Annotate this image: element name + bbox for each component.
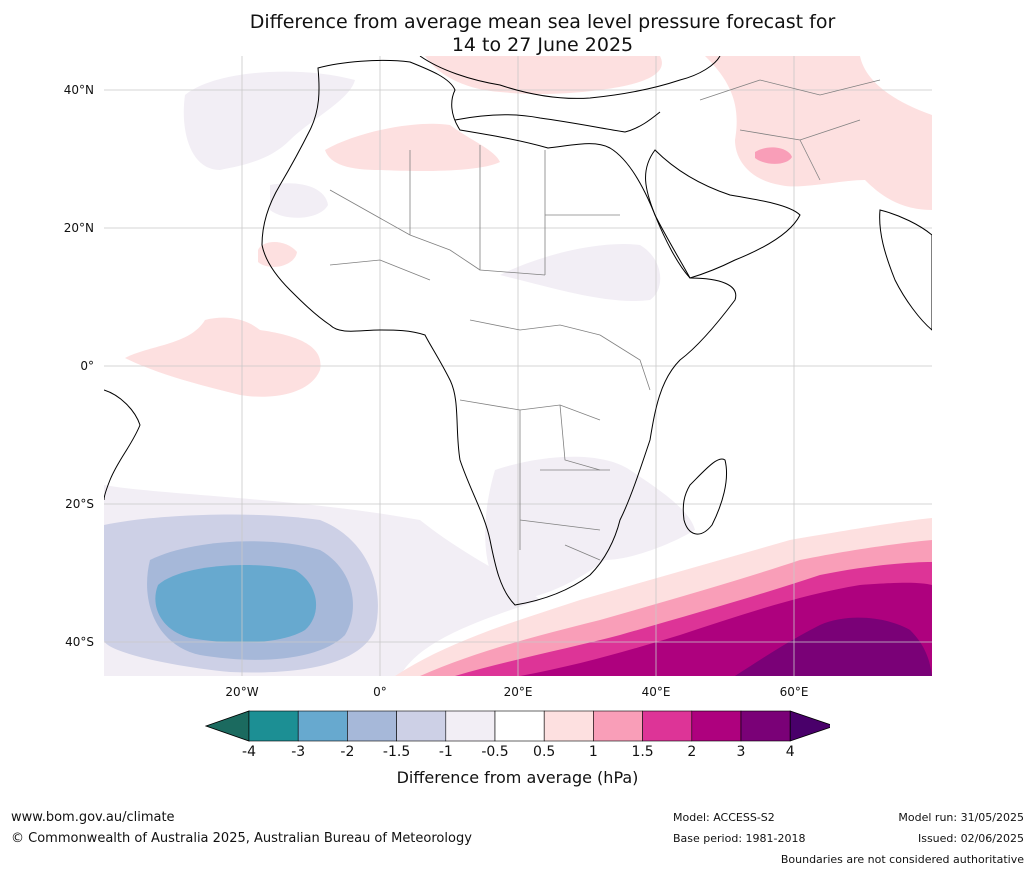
- footer-issued: Issued: 02/06/2025: [917, 832, 1024, 845]
- chart-title-line1: Difference from average mean sea level p…: [249, 11, 836, 33]
- madagascar-coastline: [682, 458, 728, 535]
- anomaly-negative-weak-north-atlantic: [183, 71, 355, 170]
- europe-coastline: [419, 56, 721, 99]
- anomaly-positive-3-southern-ocean: [735, 617, 932, 676]
- colorbar-tick-label: -0.5: [481, 744, 509, 760]
- colorbar-box: [543, 710, 594, 742]
- anomaly-positive-weak-mediterranean: [425, 56, 662, 95]
- colorbar-tick-label: -3: [291, 744, 306, 760]
- africa-coastline: [261, 59, 737, 606]
- footer-base-period: Base period: 1981-2018: [673, 832, 806, 845]
- colorbar: [205, 710, 830, 742]
- lat-label-20s: 20°S: [65, 497, 94, 511]
- colorbar-box: [593, 710, 643, 742]
- colorbar-extend-high: [789, 710, 830, 742]
- colorbar-box: [494, 710, 545, 742]
- lon-label-60e: 60°E: [779, 685, 809, 699]
- lon-label-40e: 40°E: [641, 685, 671, 699]
- lat-label-40n: 40°N: [63, 83, 94, 97]
- footer-disclaimer: Boundaries are not considered authoritat…: [780, 853, 1024, 866]
- colorbar-box: [347, 710, 397, 742]
- colorbar-extend-low: [205, 710, 250, 742]
- colorbar-tick-label: -1.5: [382, 744, 411, 760]
- colorbar-tick-label: 1.5: [631, 744, 654, 760]
- colorbar-box: [297, 710, 348, 742]
- lat-label-20n: 20°N: [63, 221, 94, 235]
- colorbar-tick-label: -1: [438, 744, 453, 760]
- lon-label-20e: 20°E: [503, 685, 533, 699]
- anomaly-negative-weak-sahel: [500, 244, 661, 301]
- colorbar-label: Difference from average (hPa): [396, 768, 639, 787]
- colorbar-box: [445, 710, 496, 742]
- colorbar-tick-label: -4: [242, 744, 256, 760]
- anomaly-positive-weak-tropical-atlantic: [125, 317, 321, 397]
- colorbar-box: [396, 710, 447, 742]
- chart-title-line2: 14 to 27 June 2025: [451, 34, 634, 56]
- footer-website: www.bom.gov.au/climate: [11, 810, 175, 825]
- lon-label-20w: 20°W: [225, 685, 259, 699]
- anomaly-negative-weak-west-africa: [270, 183, 328, 218]
- south-america-coastline: [104, 389, 141, 501]
- colorbar-tick-label: 4: [785, 744, 795, 760]
- colorbar-tick-label: 0.5: [533, 744, 556, 760]
- footer-copyright: © Commonwealth of Australia 2025, Austra…: [11, 831, 472, 846]
- anomaly-positive-weak-middle-east: [705, 56, 932, 210]
- colorbar-tick-label: 1: [588, 744, 598, 760]
- lat-label-40s: 40°S: [65, 635, 94, 649]
- lat-label-equator: 0°: [80, 359, 94, 373]
- anomaly-positive-1-iran: [755, 147, 792, 164]
- country-borders: [329, 79, 881, 561]
- colorbar-tick-label: 3: [736, 744, 746, 760]
- footer-model: Model: ACCESS-S2: [673, 811, 775, 824]
- anomaly-negative-2-south-atlantic: [155, 565, 317, 643]
- colorbar-box: [642, 710, 693, 742]
- arabian-peninsula-coastline: [645, 149, 801, 279]
- colorbar-box: [740, 710, 791, 742]
- lon-label-0: 0°: [373, 685, 387, 699]
- footer-model-run: Model run: 31/05/2025: [898, 811, 1024, 824]
- coastlines: [104, 56, 932, 606]
- colorbar-box: [691, 710, 742, 742]
- anomaly-positive-weak-sahara: [325, 123, 500, 172]
- colorbar-box: [248, 710, 299, 742]
- india-coastline: [879, 209, 932, 331]
- colorbar-tick-label: 2: [687, 744, 697, 760]
- colorbar-tick-label: -2: [340, 744, 355, 760]
- mediterranean-coastline: [454, 111, 661, 133]
